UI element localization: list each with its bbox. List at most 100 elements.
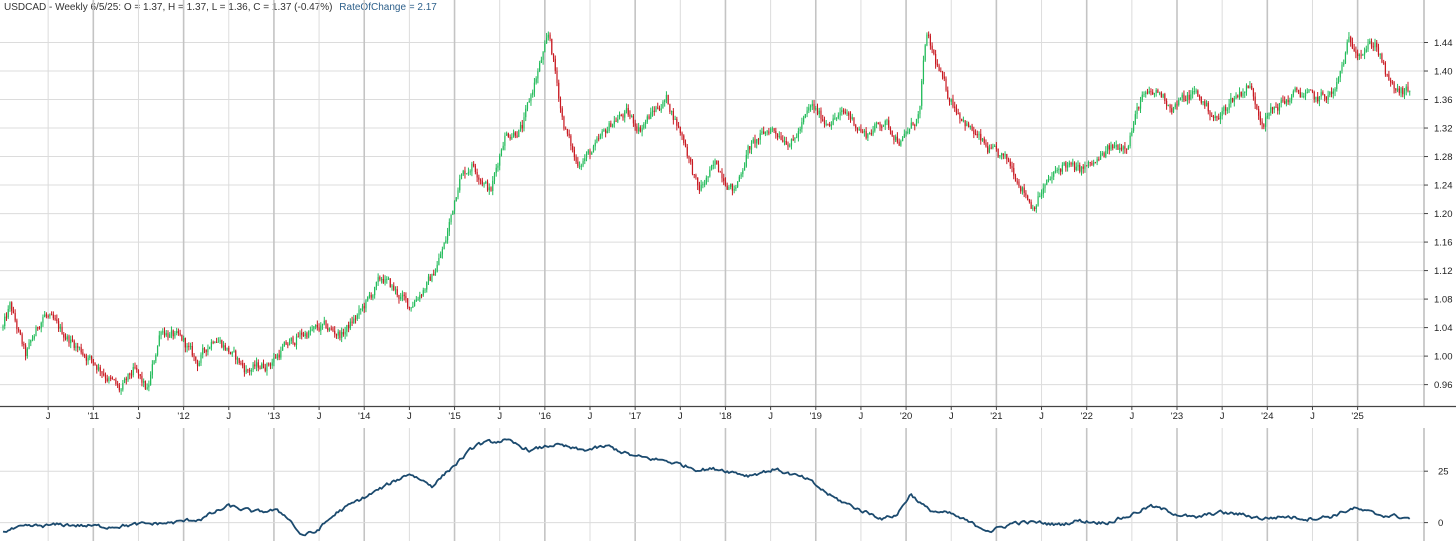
candle-body	[858, 128, 860, 130]
candle-body	[243, 365, 246, 373]
candle-body	[644, 121, 647, 124]
candle-body	[533, 82, 536, 93]
candle-body	[1362, 54, 1364, 56]
candle-body	[1225, 107, 1227, 111]
candle-body	[99, 367, 101, 372]
candle-body	[530, 94, 532, 102]
candle-body	[629, 114, 631, 117]
price-tick-label: 1.16	[1434, 238, 1453, 249]
candle-body	[584, 158, 586, 162]
candle-body	[622, 115, 624, 118]
price-tick-label: 1.40	[1434, 67, 1453, 78]
candle-body	[545, 37, 548, 44]
candle-body	[417, 299, 419, 301]
candle-body	[1063, 162, 1065, 165]
candle-body	[163, 331, 166, 336]
candle-body	[453, 201, 456, 211]
candle-body	[1044, 184, 1046, 189]
candle-body	[580, 165, 582, 167]
candle-body	[38, 327, 41, 329]
candle-body	[1176, 104, 1178, 106]
candle-body	[127, 373, 129, 380]
candle-body	[1169, 105, 1171, 109]
candle-body	[1113, 146, 1116, 149]
candle-body	[115, 379, 117, 385]
candle-body	[518, 129, 520, 137]
candlestick-series	[2, 31, 1411, 395]
candle-body	[191, 345, 193, 356]
candle-body	[238, 358, 240, 364]
candle-body	[702, 184, 704, 186]
candle-body	[983, 138, 985, 143]
price-tick-label: 0.96	[1434, 380, 1453, 391]
candle-body	[902, 137, 904, 142]
candle-body	[139, 374, 141, 376]
candle-body	[1296, 88, 1298, 90]
candle-body	[928, 34, 930, 36]
candle-body	[764, 132, 767, 134]
candle-body	[532, 92, 534, 95]
candle-body	[52, 314, 54, 319]
price-tick-label: 1.04	[1434, 323, 1453, 334]
candle-body	[1337, 77, 1340, 83]
candle-body	[921, 81, 923, 106]
candle-body	[363, 306, 365, 309]
candle-body	[976, 134, 978, 136]
candle-body	[235, 350, 237, 360]
candle-body	[523, 117, 525, 129]
candle-body	[1355, 51, 1357, 54]
time-tick-label: '25	[1351, 411, 1363, 422]
candle-body	[379, 277, 381, 280]
candle-body	[638, 127, 640, 132]
time-tick-label: J	[859, 411, 864, 422]
candle-body	[466, 173, 468, 175]
candle-body	[933, 49, 935, 55]
candle-body	[1136, 107, 1138, 115]
candle-body	[63, 334, 65, 338]
candle-body	[1016, 181, 1018, 183]
candle-body	[778, 136, 780, 138]
candle-body	[184, 338, 186, 348]
candle-body	[1193, 90, 1195, 92]
time-tick-label: J	[949, 411, 954, 422]
candle-body	[12, 311, 15, 313]
candle-body	[1002, 153, 1004, 156]
candle-body	[1200, 96, 1202, 103]
candle-body	[436, 264, 438, 272]
candle-body	[978, 133, 980, 136]
candle-body	[763, 131, 765, 134]
candle-body	[283, 342, 285, 347]
candle-body	[332, 328, 334, 331]
candle-body	[1306, 92, 1308, 94]
candle-body	[994, 145, 996, 147]
candle-body	[426, 282, 428, 290]
candle-body	[1159, 92, 1161, 94]
candle-body	[37, 327, 39, 329]
candle-body	[837, 115, 839, 118]
candle-body	[377, 277, 379, 283]
candle-body	[56, 319, 58, 322]
candle-body	[1266, 115, 1268, 118]
candle-body	[1126, 148, 1128, 150]
candle-body	[676, 118, 678, 126]
candle-body	[1377, 47, 1380, 55]
price-tick-label: 1.32	[1434, 124, 1453, 135]
candle-body	[1341, 64, 1343, 71]
candle-body	[658, 108, 661, 111]
candle-body	[726, 185, 728, 190]
candle-body	[476, 171, 478, 178]
candle-body	[900, 141, 902, 146]
candle-body	[483, 183, 485, 185]
candle-body	[912, 122, 914, 126]
candle-body	[188, 345, 190, 347]
candle-body	[910, 122, 912, 129]
candle-body	[1127, 146, 1129, 150]
candle-body	[473, 163, 475, 167]
candle-body	[1172, 107, 1175, 113]
candle-body	[839, 112, 841, 116]
candle-body	[599, 135, 602, 139]
candle-body	[572, 146, 574, 150]
candle-body	[1365, 49, 1367, 52]
candle-body	[1211, 115, 1213, 118]
candle-body	[457, 190, 459, 198]
